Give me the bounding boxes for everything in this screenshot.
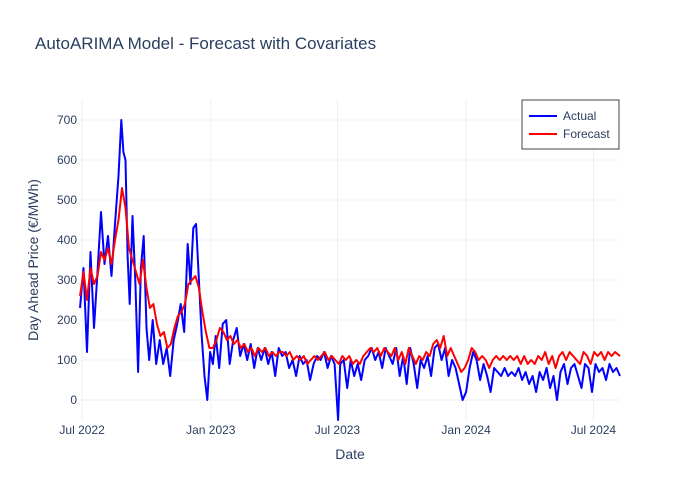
x-tick-label: Jul 2023 (315, 423, 361, 437)
series-line-forecast (79, 187, 621, 373)
series-line-actual (79, 119, 621, 421)
x-tick-label: Jul 2022 (59, 423, 105, 437)
y-axis-ticks: 0 100 200 300 400 500 600 700 (57, 113, 77, 407)
legend-box (521, 99, 620, 150)
y-tick-label: 100 (57, 353, 77, 367)
x-axis-title: Date (335, 446, 365, 462)
chart-title: AutoARIMA Model - Forecast with Covariat… (35, 34, 377, 53)
x-tick-label: Jul 2024 (571, 423, 617, 437)
y-tick-label: 200 (57, 313, 77, 327)
x-axis-ticks: Jul 2022 Jan 2023 Jul 2023 Jan 2024 Jul 2024 (59, 423, 616, 437)
legend[interactable]: Actual Forecast (521, 99, 620, 150)
legend-label-forecast: Forecast (563, 127, 610, 141)
x-tick-label: Jan 2023 (186, 423, 236, 437)
x-tick-label: Jan 2024 (441, 423, 491, 437)
y-tick-label: 500 (57, 193, 77, 207)
legend-label-actual: Actual (563, 109, 596, 123)
y-tick-label: 600 (57, 153, 77, 167)
y-tick-label: 300 (57, 273, 77, 287)
y-tick-label: 400 (57, 233, 77, 247)
y-axis-title: Day Ahead Price (€/MWh) (25, 179, 41, 341)
y-tick-label: 700 (57, 113, 77, 127)
y-tick-label: 0 (70, 393, 77, 407)
series-lines (79, 119, 621, 421)
